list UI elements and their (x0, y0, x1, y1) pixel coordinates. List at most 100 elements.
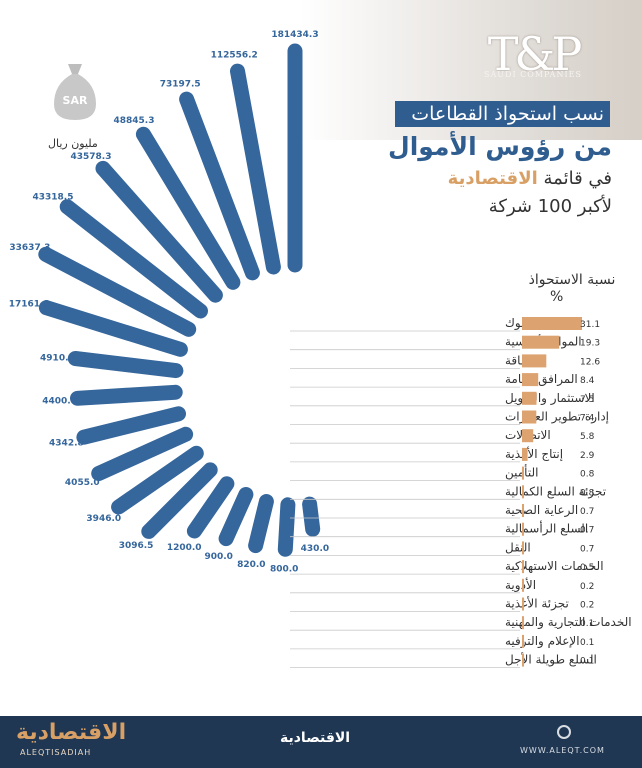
capital-bar (76, 406, 186, 445)
share-bar (522, 522, 524, 536)
share-bar (522, 504, 524, 517)
share-header-percent: % (550, 289, 564, 305)
title-line-3: في قائمة الاقتصادية (448, 168, 612, 189)
capital-bar (111, 445, 204, 515)
logo-sub-text: SAUDI COMPANIES (484, 70, 582, 79)
capital-bar (302, 496, 321, 537)
category-label: الخدمات الاستهلاكية (505, 559, 604, 573)
share-bar (522, 616, 524, 630)
share-value-label: 0.7 (580, 544, 594, 554)
capital-bar (230, 63, 281, 275)
footer-brand-center: الاقتصادية (280, 730, 351, 746)
share-value-label: 0.7 (580, 526, 594, 536)
capital-value-label: 43318.5 (33, 193, 74, 203)
capital-bar (135, 126, 241, 290)
share-value-label: 0.2 (580, 582, 594, 592)
category-label: إنتاج الأغذية (505, 446, 563, 461)
capital-value-label: 73197.5 (160, 79, 201, 89)
footer-brand-left-sub: ALEQTISADIAH (20, 748, 92, 757)
share-value-label: 12.6 (580, 357, 600, 367)
capital-bar (248, 494, 274, 554)
share-value-label: 5.8 (580, 432, 595, 442)
category-label: السلع الرأسمالية (505, 521, 588, 537)
category-label: الأدوية (505, 577, 536, 593)
capital-bar (186, 476, 235, 539)
globe-icon (557, 725, 571, 739)
capital-value-label: 4400.0 (42, 396, 77, 406)
category-label: التأمين (505, 464, 538, 481)
share-bar (522, 447, 528, 461)
share-value-label: 2.9 (580, 451, 595, 461)
share-value-label: 0.1 (580, 657, 594, 667)
share-value-label: 0.2 (580, 601, 594, 611)
capital-bar (38, 300, 188, 357)
money-bag-text: SAR (63, 94, 88, 107)
share-value-label: 0.5 (580, 563, 594, 573)
share-bar (522, 634, 524, 648)
share-value-label: 19.3 (580, 339, 600, 349)
share-bar (522, 653, 524, 667)
capital-bar (218, 487, 254, 547)
capital-bar (38, 246, 197, 337)
capital-value-label: 430.0 (301, 544, 329, 554)
capital-value-label: 3946.0 (86, 514, 121, 524)
capital-value-label: 112556.2 (211, 50, 258, 60)
capital-value-label: 4910.0 (40, 353, 75, 363)
capital-value-label: 17161.8 (9, 299, 50, 309)
title-line-1: نسب استحواذ القطاعات (395, 101, 610, 127)
share-bar (522, 335, 560, 349)
category-label: الإعلام والترفيه (505, 634, 580, 649)
capital-value-label: 48845.3 (114, 116, 155, 126)
share-bar (522, 597, 524, 611)
share-bar (522, 429, 534, 443)
share-bar (522, 578, 524, 592)
capital-value-label: 4055.0 (65, 478, 100, 488)
category-label: تجزئة السلع الكمالية (505, 484, 606, 499)
capital-value-label: 4342.8 (49, 439, 84, 449)
capital-bar (67, 351, 184, 379)
share-value-label: 7.4 (580, 414, 595, 424)
title-line-2: من رؤوس الأموال (388, 132, 612, 161)
chart-svg: 181434.3 112556.2 73197.5 48845.3 43578.3 433… (9, 30, 632, 668)
share-value-label: 0.1 (580, 638, 594, 648)
capital-bar (277, 497, 296, 557)
category-label: الخدمات التجارية والمهنية (505, 615, 632, 630)
footer-url: WWW.ALEQT.COM (520, 746, 605, 755)
category-label: الرعاية الصحية (505, 503, 578, 518)
share-bar (522, 373, 539, 387)
capital-value-label: 33637.3 (9, 243, 50, 253)
share-bar (522, 354, 547, 368)
category-label: تجزئة الأغذية (505, 596, 569, 612)
capital-bar (179, 91, 260, 281)
share-bar (522, 560, 524, 574)
share-bar (522, 541, 524, 555)
capital-value-label: 181434.3 (271, 30, 318, 40)
share-value-label: 0.8 (580, 488, 595, 498)
title-line-3-accent: الاقتصادية (447, 168, 538, 189)
title-line-3-prefix: في قائمة (543, 168, 612, 189)
capital-bar (70, 384, 183, 406)
capital-value-label: 43578.3 (71, 152, 112, 162)
logo-main-text: T&P (487, 27, 583, 81)
share-bar (522, 410, 537, 424)
footer-brand-left: الاقتصادية (16, 720, 127, 745)
top-companies-logo: T&P SAUDI COMPANIES (478, 30, 588, 90)
capital-bar (95, 160, 223, 303)
category-label: النقل (505, 540, 531, 554)
unit-label: مليون ريال (48, 137, 98, 150)
capital-value-label: 820.0 (237, 560, 265, 570)
capital-value-label: 3096.5 (119, 541, 154, 551)
share-value-label: 31.1 (580, 320, 600, 330)
share-value-label: 0.7 (580, 507, 594, 517)
capital-bar (59, 199, 208, 319)
money-bag-icon: SAR (54, 64, 96, 120)
share-bar (522, 485, 524, 499)
title-line-4: لأكبر 100 شركة (488, 196, 612, 217)
category-label: المرافق العامة (505, 372, 578, 387)
capital-value-label: 800.0 (270, 564, 298, 574)
share-value-label: 7.5 (580, 395, 594, 405)
share-bar (522, 317, 582, 330)
category-label: السلع طويلة الأجل (505, 652, 597, 668)
capital-bar (141, 462, 218, 539)
share-value-label: 0.8 (580, 470, 595, 480)
